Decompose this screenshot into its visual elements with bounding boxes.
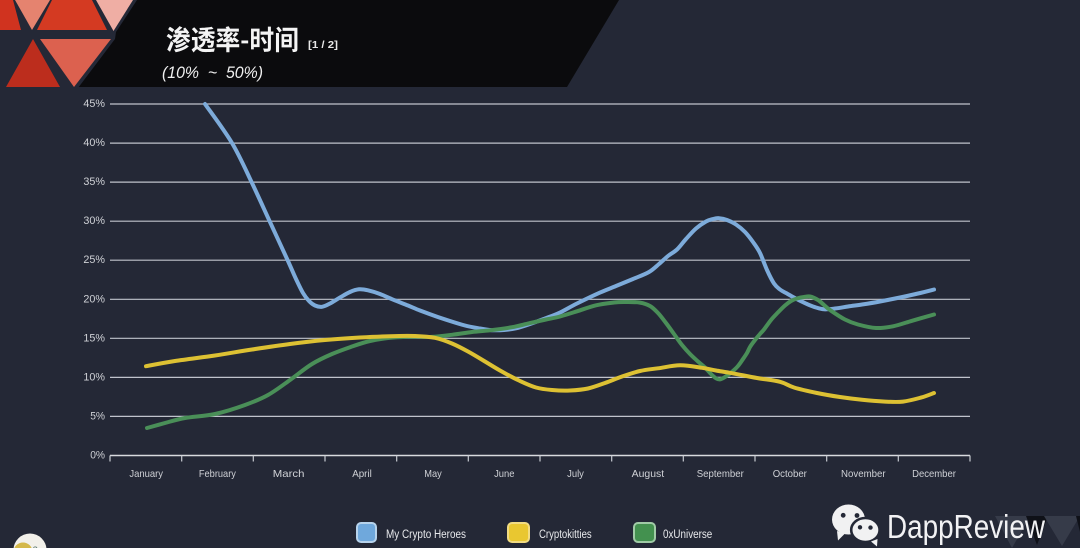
svg-text:35%: 35%	[83, 176, 105, 188]
svg-text:December: December	[912, 468, 956, 480]
svg-text:15%: 15%	[83, 332, 105, 344]
svg-text:My Crypto Heroes: My Crypto Heroes	[386, 529, 466, 541]
svg-text:10%: 10%	[83, 371, 105, 383]
svg-text:November: November	[841, 468, 886, 480]
svg-text:March: March	[273, 468, 305, 480]
svg-text:August: August	[632, 468, 665, 480]
svg-text:30%: 30%	[83, 215, 105, 227]
svg-text:20%: 20%	[83, 293, 105, 305]
svg-text:October: October	[773, 468, 808, 480]
svg-text:0%: 0%	[90, 450, 105, 462]
svg-text:June: June	[494, 468, 515, 480]
svg-text:a: a	[33, 544, 39, 548]
svg-text:[1 / 2]: [1 / 2]	[308, 40, 338, 51]
svg-text:40%: 40%	[83, 137, 105, 149]
svg-text:September: September	[697, 468, 745, 480]
svg-text:(10% ~ 50%): (10% ~ 50%)	[162, 63, 263, 82]
svg-text:0xUniverse: 0xUniverse	[663, 529, 712, 541]
svg-text:May: May	[424, 468, 442, 480]
svg-text:45%: 45%	[83, 98, 105, 110]
svg-text:Cryptokitties: Cryptokitties	[539, 529, 592, 541]
svg-text:25%: 25%	[83, 254, 105, 266]
svg-text:DappReview: DappReview	[887, 508, 1045, 545]
svg-text:January: January	[129, 468, 163, 480]
svg-text:February: February	[199, 468, 237, 480]
svg-text:July: July	[567, 468, 584, 480]
svg-text:5%: 5%	[90, 410, 105, 422]
svg-text:April: April	[352, 468, 372, 480]
